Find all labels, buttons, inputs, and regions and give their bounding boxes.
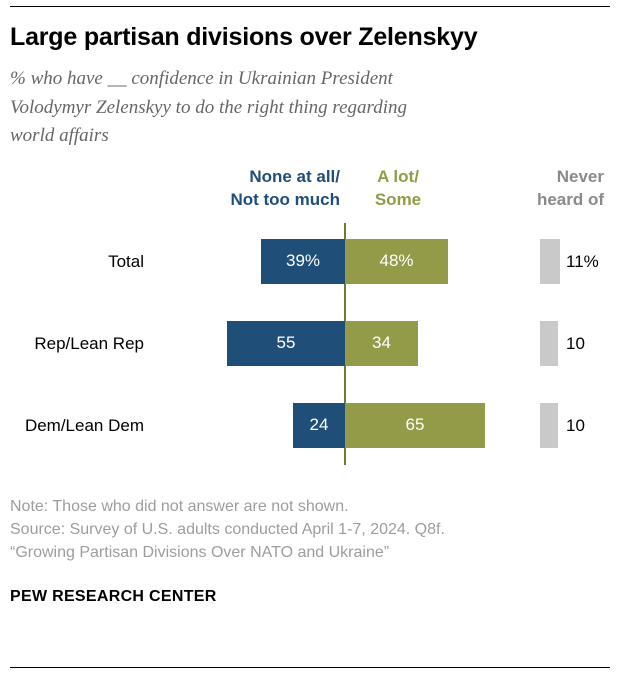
row-label: Dem/Lean Dem bbox=[24, 415, 144, 435]
legend-col3-line2: heard of bbox=[536, 189, 604, 209]
never-heard-of-value-label: 10 bbox=[566, 333, 585, 353]
legend-col3-line1: Never bbox=[556, 166, 604, 186]
page-title: Large partisan divisions over Zelenskyy bbox=[10, 23, 478, 51]
bar-never-heard-of bbox=[540, 320, 558, 366]
bar-a-lot-some: 48% bbox=[345, 238, 448, 284]
source-line: Source: Survey of U.S. adults conducted … bbox=[10, 520, 445, 538]
bar-none-not-too-much: 24 bbox=[293, 402, 345, 448]
bar-value-label: 24 bbox=[309, 415, 329, 434]
legend-none-not-too-much: None at all/ Not too much bbox=[140, 165, 340, 211]
legend-col2-line1: A lot/ bbox=[377, 166, 419, 186]
subtitle-line-2: Volodymyr Zelenskyy to do the right thin… bbox=[10, 96, 408, 118]
never-heard-of-value-label: 10 bbox=[566, 415, 585, 435]
footnotes: Note: Those who did not answer are not s… bbox=[10, 495, 610, 565]
top-rule bbox=[10, 6, 610, 7]
bar-never-heard-of bbox=[540, 238, 560, 284]
subtitle-line-3: world affairs bbox=[10, 125, 109, 146]
legend-col2-line2: Some bbox=[374, 189, 422, 209]
legend-never-heard-of: Never heard of bbox=[480, 165, 604, 211]
bar-value-label: 34 bbox=[372, 333, 391, 352]
bar-a-lot-some: 65 bbox=[345, 402, 485, 448]
bar-value-label: 65 bbox=[405, 415, 425, 434]
bar-value-label: 55 bbox=[276, 333, 296, 352]
bar-none-not-too-much: 39% bbox=[261, 238, 345, 284]
legend-col1-line1: None at all/ bbox=[249, 166, 340, 186]
bar-none-not-too-much: 55 bbox=[227, 320, 345, 366]
report-title-line: “Growing Partisan Divisions Over NATO an… bbox=[10, 543, 390, 561]
subtitle-line-1: % who have __ confidence in Ukrainian Pr… bbox=[10, 68, 393, 89]
never-heard-of-value-label: 11% bbox=[566, 251, 599, 271]
chart-row: Rep/Lean Rep 55 34 10 bbox=[0, 320, 620, 366]
chart-subtitle: % who have __ confidence in Ukrainian Pr… bbox=[10, 65, 590, 151]
bar-never-heard-of bbox=[540, 402, 558, 448]
bar-value-label: 48% bbox=[379, 251, 414, 270]
chart-row: Dem/Lean Dem 24 65 10 bbox=[0, 402, 620, 448]
legend-a-lot-some: A lot/ Some bbox=[348, 165, 448, 211]
legend-col1-line2: Not too much bbox=[230, 189, 340, 209]
bar-value-label: 39% bbox=[285, 251, 321, 270]
chart-row: Total 39% 48% 11% bbox=[0, 238, 620, 284]
diverging-bar-chart: None at all/ Not too much A lot/ Some Ne… bbox=[0, 159, 620, 471]
row-label: Total bbox=[108, 251, 144, 271]
pew-research-center-logo: PEW RESEARCH CENTER bbox=[10, 588, 217, 606]
bar-a-lot-some: 34 bbox=[345, 320, 418, 366]
row-label: Rep/Lean Rep bbox=[34, 333, 144, 353]
note-line: Note: Those who did not answer are not s… bbox=[10, 497, 349, 515]
